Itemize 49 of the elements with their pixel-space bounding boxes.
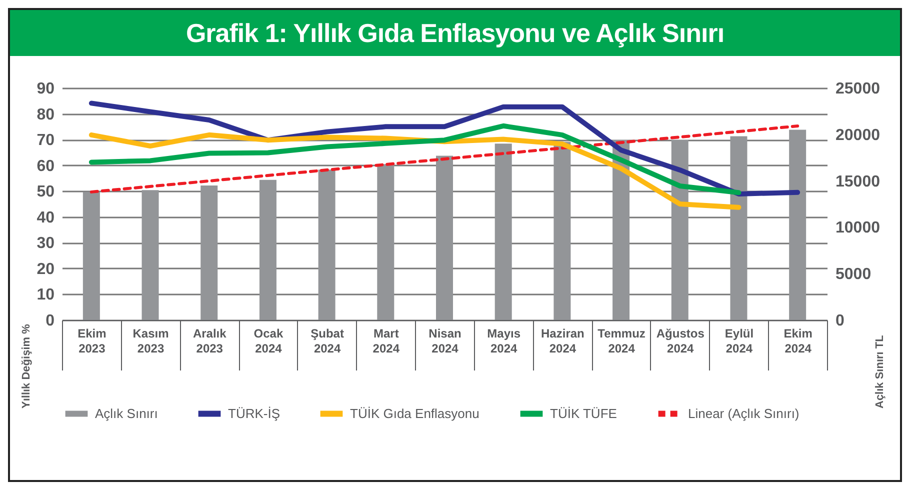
legend-label: Açlık Sınırı bbox=[95, 406, 158, 421]
y-tick-label: 80 bbox=[36, 106, 55, 124]
legend-label: TÜRK-İŞ bbox=[228, 406, 280, 421]
x-tick-label: Temmuz 2024 bbox=[598, 326, 646, 356]
y-tick-label: 90 bbox=[36, 80, 55, 98]
bar bbox=[671, 140, 688, 320]
x-tick-label: Kasım 2023 bbox=[132, 326, 169, 356]
x-tick-label: Ekim 2023 bbox=[78, 326, 106, 356]
bar bbox=[200, 185, 218, 320]
y-tick-label: 10 bbox=[36, 286, 55, 304]
y2-tick-label: 25000 bbox=[836, 80, 880, 98]
bar bbox=[318, 170, 336, 320]
y-tick-label: 70 bbox=[36, 132, 55, 150]
y-tick-label: 40 bbox=[36, 209, 55, 226]
y2-tick-label: 0 bbox=[836, 312, 844, 330]
y-tick-label: 50 bbox=[36, 184, 55, 201]
bar bbox=[82, 192, 100, 320]
y2-tick-label: 20000 bbox=[836, 126, 880, 144]
bar bbox=[730, 136, 748, 320]
y2-tick-label: 15000 bbox=[836, 173, 880, 190]
bar bbox=[554, 142, 571, 320]
bar bbox=[259, 180, 276, 320]
x-tick-label: Haziran 2024 bbox=[541, 326, 584, 356]
y2-tick-label: 5000 bbox=[836, 266, 872, 284]
x-tick-label: Nisan 2024 bbox=[428, 326, 462, 356]
y-tick-label: 60 bbox=[36, 158, 55, 175]
x-tick-label: Ekim 2024 bbox=[784, 326, 812, 356]
x-tick-label: Eylül 2024 bbox=[724, 326, 754, 356]
legend-label: TÜİK Gıda Enflasyonu bbox=[350, 406, 480, 421]
y-tick-label: 0 bbox=[46, 312, 55, 330]
legend-label: Linear (Açlık Sınırı) bbox=[688, 406, 800, 421]
y-axis-title: Yıllık Değişim % bbox=[20, 324, 33, 408]
y-tick-label: 20 bbox=[36, 260, 55, 278]
y-tick-label: 30 bbox=[36, 235, 55, 252]
chart-title: Grafik 1: Yıllık Gıda Enflasyonu ve Açlık Sınırı bbox=[10, 10, 900, 56]
x-tick-label: Şubat 2024 bbox=[310, 326, 344, 356]
bar bbox=[142, 190, 159, 320]
x-tick-label: Aralık 2023 bbox=[192, 326, 227, 356]
y2-axis-title: Açlık Sınırı TL bbox=[874, 334, 886, 408]
x-tick-label: Mart 2024 bbox=[372, 326, 400, 356]
legend-label: TÜİK TÜFE bbox=[550, 406, 618, 421]
x-tick-label: Ocak 2024 bbox=[254, 326, 284, 356]
x-tick-label: Mayıs 2024 bbox=[487, 326, 521, 356]
bar bbox=[377, 164, 394, 320]
bar bbox=[494, 144, 512, 320]
y2-tick-label: 10000 bbox=[836, 220, 880, 237]
bar bbox=[789, 130, 806, 320]
x-tick-label: Ağustos 2024 bbox=[656, 326, 705, 356]
bar bbox=[436, 156, 453, 320]
